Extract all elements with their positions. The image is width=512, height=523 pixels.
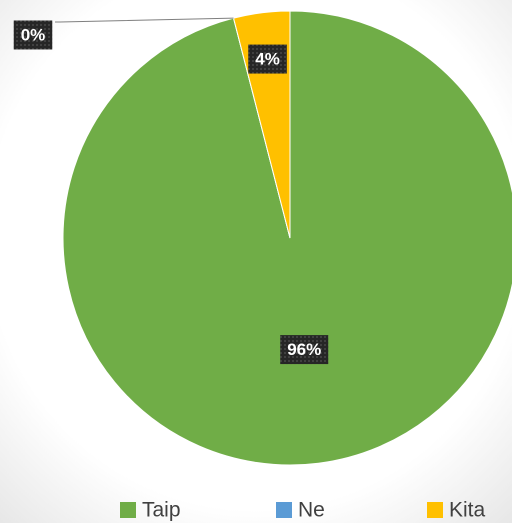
legend-label: Taip (142, 499, 181, 522)
data-label: 0% (21, 25, 46, 44)
data-label: 96% (287, 340, 321, 359)
pie-slice (62, 10, 512, 466)
legend-swatch (427, 502, 443, 518)
legend-swatch (120, 502, 136, 518)
legend-label: Ne (298, 499, 325, 522)
legend-label: Kita (449, 499, 486, 522)
data-label-box (248, 44, 287, 74)
leader-line (55, 17, 234, 23)
data-label: 4% (255, 50, 280, 69)
legend-swatch (276, 502, 292, 518)
data-label-box (280, 335, 329, 365)
data-label-box (13, 20, 53, 50)
